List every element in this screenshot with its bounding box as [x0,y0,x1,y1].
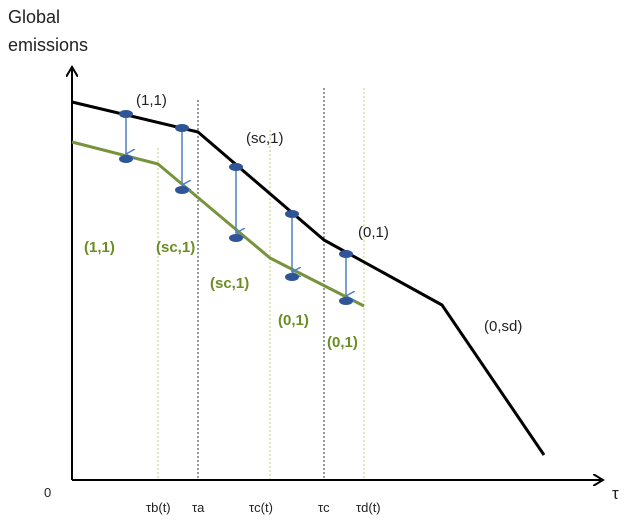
y-axis-title: Global emissions [8,6,88,56]
tick-label-tau-c-t: τc(t) [249,500,273,515]
y-axis-title-line1: Global [8,7,61,27]
tick-label-tau-a: τa [192,500,205,515]
green-label-4: (0,1) [278,312,309,329]
black-label-4: (0,sd) [484,318,522,335]
black-label-3: (0,1) [358,224,389,241]
arrow-group-1 [119,110,133,163]
y-axis-title-line2: emissions [8,35,89,55]
marker-start [119,110,133,118]
tick-label-tau-b-t: τb(t) [146,500,171,515]
green-label-5: (0,1) [327,334,358,351]
green-label-2: (sc,1) [156,239,195,256]
origin-label: 0 [44,485,51,500]
arrow-group-3 [229,163,243,242]
tick-label-tau-c: τc [318,500,330,515]
arrow-group-4 [285,210,299,281]
arrow-group-2 [175,124,189,194]
green-emission-path [71,140,365,308]
arrow-group-5 [339,250,353,305]
marker-end [119,155,133,163]
x-axis-title: τ [612,484,619,503]
black-emission-path [71,100,546,456]
black-label-2: (sc,1) [246,130,284,147]
green-label-3: (sc,1) [210,275,249,292]
green-label-1: (1,1) [84,239,115,256]
tick-label-tau-d-t: τd(t) [356,500,381,515]
black-label-1: (1,1) [136,92,167,109]
